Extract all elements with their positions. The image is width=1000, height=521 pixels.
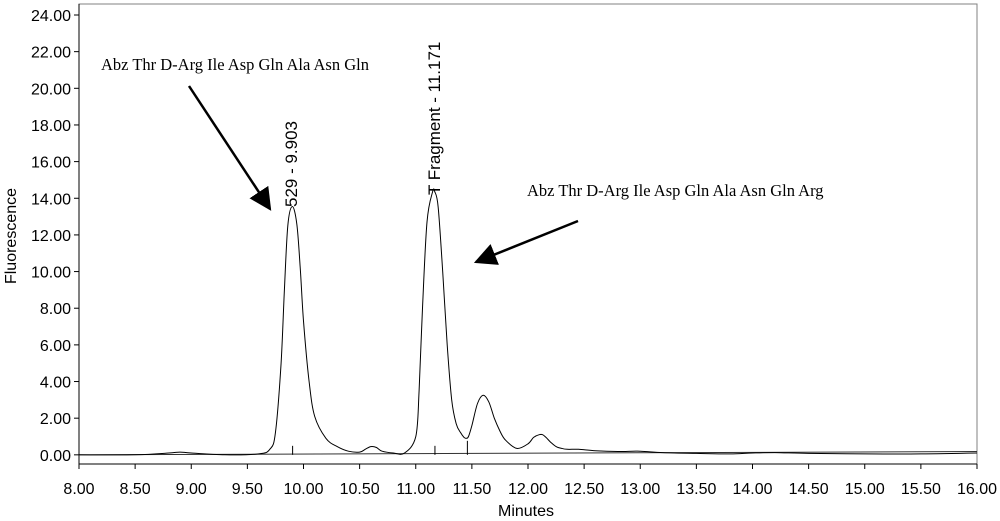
y-tick-label: 10.00 (31, 265, 71, 282)
x-axis-ticks: 8.00 8.50 9.00 9.50 10.00 10.50 11.00 11.50 12.0… (63, 464, 997, 498)
x-axis-title: Minutes (498, 503, 554, 520)
x-tick-label: 11.50 (452, 481, 491, 498)
callout-text-1: Abz Thr D-Arg Ile Asp Gln Ala Asn Gln (101, 55, 369, 74)
callout-arrow-1 (187, 85, 272, 211)
y-tick-label: 14.00 (31, 191, 71, 208)
y-axis-ticks: 0.00 2.00 4.00 6.00 8.00 10.00 12.00 14.00 16.00… (31, 8, 79, 465)
peak-markers (292, 440, 468, 455)
x-tick-label: 11.00 (396, 481, 435, 498)
x-tick-label: 8.00 (63, 481, 94, 498)
x-tick-label: 16.00 (957, 481, 997, 498)
x-tick-label: 8.50 (120, 481, 151, 498)
x-tick-label: 10.50 (340, 481, 380, 498)
x-tick-label: 12.50 (564, 481, 604, 498)
y-tick-label: 2.00 (40, 411, 71, 428)
y-tick-label: 0.00 (40, 448, 71, 465)
y-tick-label: 22.00 (31, 45, 71, 62)
trace-layer (78, 188, 978, 456)
x-tick-label: 9.50 (232, 481, 263, 498)
y-tick-label: 20.00 (31, 81, 71, 98)
x-tick-label: 14.00 (732, 481, 772, 498)
y-tick-label: 8.00 (40, 301, 71, 318)
fluorescence-trace (78, 188, 978, 456)
peak-label-t-fragment: T Fragment - 11.171 (425, 42, 444, 195)
baseline-layer (78, 451, 978, 456)
y-tick-label: 4.00 (40, 375, 71, 392)
x-tick-label: 15.50 (901, 481, 941, 498)
x-tick-label: 9.00 (176, 481, 207, 498)
x-tick-label: 13.00 (620, 481, 660, 498)
y-tick-label: 12.00 (31, 228, 71, 245)
callout-arrow-2 (473, 219, 579, 265)
y-tick-label: 16.00 (31, 155, 71, 172)
x-tick-label: 12.00 (508, 481, 548, 498)
y-tick-label: 18.00 (31, 118, 71, 135)
y-tick-label: 24.00 (31, 8, 71, 25)
peak-label-529: 529 - 9.903 (282, 121, 301, 207)
y-tick-label: 6.00 (40, 338, 71, 355)
x-tick-label: 14.50 (789, 481, 829, 498)
y-axis-title: Fluorescence (3, 188, 20, 284)
x-tick-label: 15.00 (845, 481, 885, 498)
x-tick-label: 10.00 (283, 481, 323, 498)
x-tick-label: 13.50 (676, 481, 716, 498)
integration-baseline (78, 451, 978, 456)
callout-text-2: Abz Thr D-Arg Ile Asp Gln Ala Asn Gln Ar… (527, 181, 824, 200)
